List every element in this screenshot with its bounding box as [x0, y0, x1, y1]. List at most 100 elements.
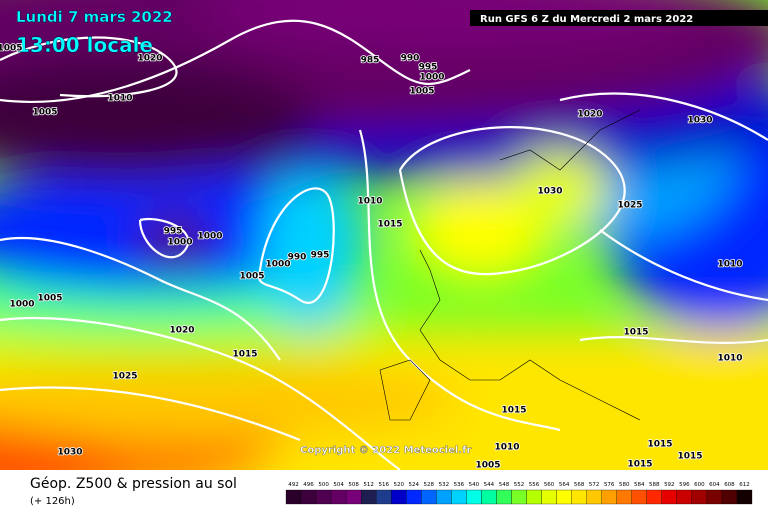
scale-swatch	[300, 489, 317, 505]
scale-label: 524	[409, 482, 420, 488]
isobar-label: 1005	[239, 272, 264, 282]
color-scale: 492 496 500 504 508 512 516 520 524 528 532 536 540 5…	[285, 482, 753, 505]
isobar-label: 1030	[537, 187, 562, 197]
scale-swatch	[496, 489, 512, 505]
scale-label: 528	[424, 482, 435, 488]
scale-swatch	[406, 489, 422, 505]
scale-swatch	[376, 489, 392, 505]
scale-swatch	[481, 489, 497, 505]
isobar-label: 1020	[577, 110, 602, 120]
scale-label: 512	[363, 482, 374, 488]
date-label: Lundi 7 mars 2022	[16, 8, 173, 26]
scale-swatch	[361, 489, 377, 505]
footer-title: Géop. Z500 & pression au sol	[30, 476, 237, 492]
isobar-label: 1015	[501, 406, 526, 416]
scale-label: 576	[604, 482, 615, 488]
time-label: 13:00 locale	[16, 33, 153, 57]
isobar-label: 1000	[197, 232, 222, 242]
scale-label: 580	[619, 482, 630, 488]
scale-label: 516	[378, 482, 389, 488]
scale-label: 540	[469, 482, 480, 488]
isobar-label: 1015	[623, 328, 648, 338]
isobar-label: 1025	[112, 372, 137, 382]
isobar-label: 1000	[167, 238, 192, 248]
footer-lead: (+ 126h)	[30, 496, 75, 507]
scale-label: 504	[333, 482, 344, 488]
isobar-label: 1015	[677, 452, 702, 462]
isobar-label: 1010	[717, 354, 742, 364]
scale-swatch	[466, 489, 482, 505]
run-label: Run GFS 6 Z du Mercredi 2 mars 2022	[480, 14, 693, 25]
scale-swatch	[315, 489, 332, 505]
scale-swatch	[571, 489, 587, 505]
scale-swatch	[421, 489, 437, 505]
scale-label: 532	[439, 482, 450, 488]
scale-swatch	[736, 489, 753, 505]
scale-swatch	[691, 489, 708, 505]
scale-swatch	[511, 489, 527, 505]
scale-label: 560	[544, 482, 555, 488]
isobars	[0, 19, 768, 470]
scale-label: 572	[589, 482, 600, 488]
isobar-label: 1020	[169, 326, 194, 336]
scale-label: 496	[303, 482, 314, 488]
scale-label: 596	[679, 482, 690, 488]
scale-swatch	[661, 489, 677, 505]
isobar-label: 1010	[717, 260, 742, 270]
scale-label: 492	[288, 482, 299, 488]
scale-label: 500	[318, 482, 329, 488]
isobar-label: 995	[164, 227, 183, 237]
scale-swatch	[436, 489, 452, 505]
isobar-label: 1000	[9, 300, 34, 310]
scale-label: 508	[348, 482, 359, 488]
isobar-label: 1010	[107, 94, 132, 104]
isobar-label: 1005	[475, 461, 500, 471]
copyright: Copyright © 2022 Meteociel.fr	[300, 445, 471, 456]
scale-swatch	[721, 489, 738, 505]
isobar-label: 1030	[687, 116, 712, 126]
isobar-label: 1025	[617, 201, 642, 211]
scale-swatch	[285, 489, 302, 505]
scale-swatch	[330, 489, 347, 505]
isobar-label: 1000	[265, 260, 290, 270]
scale-swatch	[451, 489, 467, 505]
isobar-label: 1015	[647, 440, 672, 450]
scale-swatch	[586, 489, 602, 505]
scale-label: 536	[454, 482, 465, 488]
isobar-label: 1020	[137, 54, 162, 64]
isobar-label: 1010	[357, 197, 382, 207]
scale-label: 548	[499, 482, 510, 488]
scale-label: 608	[724, 482, 735, 488]
scale-label: 604	[709, 482, 720, 488]
isobar-label: 1015	[377, 220, 402, 230]
isobar-label: 1015	[627, 460, 652, 470]
scale-label: 544	[484, 482, 495, 488]
scale-label: 588	[649, 482, 660, 488]
scale-swatch	[526, 489, 542, 505]
scale-swatch	[556, 489, 572, 505]
scale-swatch	[631, 489, 647, 505]
isobar-label: 1005	[409, 87, 434, 97]
scale-swatch	[616, 489, 632, 505]
scale-label: 584	[634, 482, 645, 488]
scale-label: 612	[739, 482, 750, 488]
scale-label: 568	[574, 482, 585, 488]
isobar-label: 1030	[57, 448, 82, 458]
scale-swatch	[541, 489, 557, 505]
scale-label: 556	[529, 482, 540, 488]
scale-swatch	[345, 489, 362, 505]
scale-label: 552	[514, 482, 525, 488]
scale-swatch	[391, 489, 407, 505]
scale-swatch	[676, 489, 693, 505]
isobar-label: 990	[288, 253, 307, 263]
isobar-label: 1005	[37, 294, 62, 304]
isobar-label: 995	[311, 251, 330, 261]
scale-label: 600	[694, 482, 705, 488]
isobar-label: 1000	[419, 73, 444, 83]
isobar-label: 1015	[232, 350, 257, 360]
run-box	[470, 10, 768, 26]
